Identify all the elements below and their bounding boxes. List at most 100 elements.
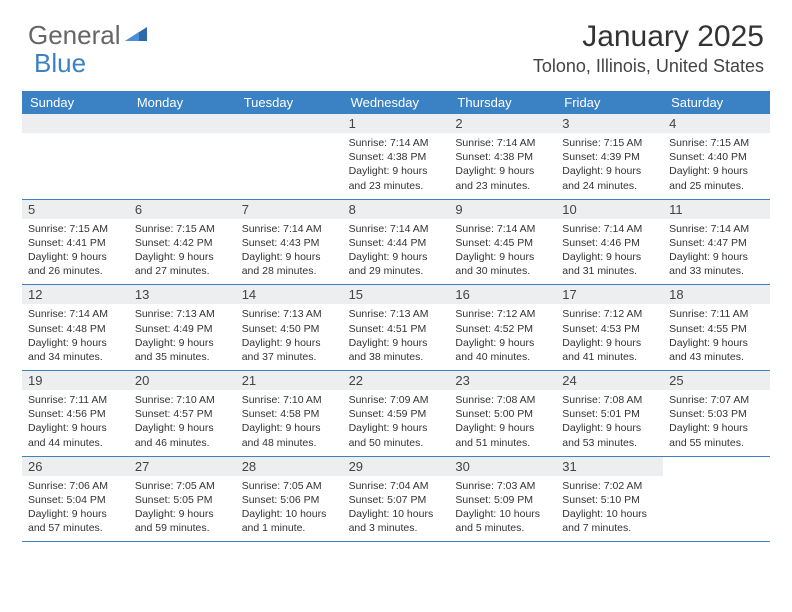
day-cell: 4Sunrise: 7:15 AMSunset: 4:40 PMDaylight…	[663, 114, 770, 199]
day-info: Sunrise: 7:14 AMSunset: 4:46 PMDaylight:…	[560, 222, 659, 279]
day-number: 13	[129, 285, 236, 304]
day-number: 18	[663, 285, 770, 304]
day-cell: 29 Sunrise: 7:04 AMSunset: 5:07 PMDayligh…	[343, 457, 450, 542]
day-cell: 16 Sunrise: 7:12 AMSunset: 4:52 PMDayligh…	[449, 285, 556, 370]
brand-text-general: General	[28, 20, 121, 51]
day-number: 29	[343, 457, 450, 476]
day-cell: 22 Sunrise: 7:09 AMSunset: 4:59 PMDayligh…	[343, 371, 450, 456]
day-number: 26	[22, 457, 129, 476]
day-number: 1	[343, 114, 450, 133]
week-row: 1 Sunrise: 7:14 AMSunset: 4:38 PMDaylight…	[22, 114, 770, 200]
brand-logo: General	[28, 20, 149, 51]
day-number: 17	[556, 285, 663, 304]
day-number: 25	[663, 371, 770, 390]
day-number: 5	[22, 200, 129, 219]
week-row: 5 Sunrise: 7:15 AMSunset: 4:41 PMDaylight…	[22, 200, 770, 286]
day-number: 8	[343, 200, 450, 219]
day-number: 10	[556, 200, 663, 219]
day-info: Sunrise: 7:10 AMSunset: 4:57 PMDaylight:…	[133, 393, 232, 450]
day-info: Sunrise: 7:08 AMSunset: 5:01 PMDaylight:…	[560, 393, 659, 450]
day-info: Sunrise: 7:06 AMSunset: 5:04 PMDaylight:…	[26, 479, 125, 536]
day-cell: 15 Sunrise: 7:13 AMSunset: 4:51 PMDayligh…	[343, 285, 450, 370]
day-info: Sunrise: 7:15 AMSunset: 4:39 PMDaylight:…	[560, 136, 659, 193]
day-cell: 27 Sunrise: 7:05 AMSunset: 5:05 PMDayligh…	[129, 457, 236, 542]
day-number: 4	[663, 114, 770, 133]
day-info: Sunrise: 7:11 AMSunset: 4:56 PMDaylight:…	[26, 393, 125, 450]
day-info: Sunrise: 7:14 AMSunset: 4:47 PMDaylight:…	[667, 222, 766, 279]
weekday-header-cell: Friday	[556, 91, 663, 114]
month-title: January 2025	[533, 20, 764, 54]
day-number-empty	[236, 114, 343, 133]
day-number: 6	[129, 200, 236, 219]
day-info: Sunrise: 7:14 AMSunset: 4:45 PMDaylight:…	[453, 222, 552, 279]
brand-text-blue: Blue	[34, 48, 86, 79]
day-info: Sunrise: 7:03 AMSunset: 5:09 PMDaylight:…	[453, 479, 552, 536]
weekday-header-cell: Monday	[129, 91, 236, 114]
day-info: Sunrise: 7:15 AMSunset: 4:42 PMDaylight:…	[133, 222, 232, 279]
day-cell: 18 Sunrise: 7:11 AMSunset: 4:55 PMDayligh…	[663, 285, 770, 370]
week-row: 26 Sunrise: 7:06 AMSunset: 5:04 PMDayligh…	[22, 457, 770, 543]
day-info: Sunrise: 7:11 AMSunset: 4:55 PMDaylight:…	[667, 307, 766, 364]
day-cell	[663, 457, 770, 542]
day-number: 2	[449, 114, 556, 133]
day-info: Sunrise: 7:02 AMSunset: 5:10 PMDaylight:…	[560, 479, 659, 536]
weekday-header-cell: Sunday	[22, 91, 129, 114]
page-header: General January 2025 Tolono, Illinois, U…	[0, 0, 792, 85]
week-row: 12Sunrise: 7:14 AMSunset: 4:48 PMDayligh…	[22, 285, 770, 371]
day-cell: 3 Sunrise: 7:15 AMSunset: 4:39 PMDaylight…	[556, 114, 663, 199]
day-cell: 8 Sunrise: 7:14 AMSunset: 4:44 PMDaylight…	[343, 200, 450, 285]
day-info: Sunrise: 7:13 AMSunset: 4:49 PMDaylight:…	[133, 307, 232, 364]
day-info: Sunrise: 7:05 AMSunset: 5:05 PMDaylight:…	[133, 479, 232, 536]
title-block: January 2025 Tolono, Illinois, United St…	[533, 20, 764, 77]
day-info: Sunrise: 7:14 AMSunset: 4:43 PMDaylight:…	[240, 222, 339, 279]
day-info: Sunrise: 7:14 AMSunset: 4:48 PMDaylight:…	[26, 307, 125, 364]
day-number: 21	[236, 371, 343, 390]
day-info: Sunrise: 7:04 AMSunset: 5:07 PMDaylight:…	[347, 479, 446, 536]
day-number: 22	[343, 371, 450, 390]
day-number: 7	[236, 200, 343, 219]
day-info: Sunrise: 7:13 AMSunset: 4:51 PMDaylight:…	[347, 307, 446, 364]
day-cell: 26 Sunrise: 7:06 AMSunset: 5:04 PMDayligh…	[22, 457, 129, 542]
day-number: 16	[449, 285, 556, 304]
day-cell	[22, 114, 129, 199]
day-cell: 30 Sunrise: 7:03 AMSunset: 5:09 PMDayligh…	[449, 457, 556, 542]
day-cell: 6 Sunrise: 7:15 AMSunset: 4:42 PMDaylight…	[129, 200, 236, 285]
day-info: Sunrise: 7:14 AMSunset: 4:38 PMDaylight:…	[347, 136, 446, 193]
day-cell: 28 Sunrise: 7:05 AMSunset: 5:06 PMDayligh…	[236, 457, 343, 542]
day-cell: 10 Sunrise: 7:14 AMSunset: 4:46 PMDayligh…	[556, 200, 663, 285]
day-number: 28	[236, 457, 343, 476]
day-cell: 9Sunrise: 7:14 AMSunset: 4:45 PMDaylight…	[449, 200, 556, 285]
day-info: Sunrise: 7:07 AMSunset: 5:03 PMDaylight:…	[667, 393, 766, 450]
day-info: Sunrise: 7:15 AMSunset: 4:41 PMDaylight:…	[26, 222, 125, 279]
day-info: Sunrise: 7:05 AMSunset: 5:06 PMDaylight:…	[240, 479, 339, 536]
day-number: 30	[449, 457, 556, 476]
day-cell: 20 Sunrise: 7:10 AMSunset: 4:57 PMDayligh…	[129, 371, 236, 456]
day-number: 27	[129, 457, 236, 476]
day-cell: 7 Sunrise: 7:14 AMSunset: 4:43 PMDaylight…	[236, 200, 343, 285]
day-cell	[236, 114, 343, 199]
day-cell: 11Sunrise: 7:14 AMSunset: 4:47 PMDayligh…	[663, 200, 770, 285]
calendar-grid: SundayMondayTuesdayWednesdayThursdayFrid…	[22, 91, 770, 542]
day-number: 15	[343, 285, 450, 304]
weeks-container: 1 Sunrise: 7:14 AMSunset: 4:38 PMDaylight…	[22, 114, 770, 542]
day-info: Sunrise: 7:13 AMSunset: 4:50 PMDaylight:…	[240, 307, 339, 364]
week-row: 19Sunrise: 7:11 AMSunset: 4:56 PMDayligh…	[22, 371, 770, 457]
day-number: 14	[236, 285, 343, 304]
day-cell: 21Sunrise: 7:10 AMSunset: 4:58 PMDayligh…	[236, 371, 343, 456]
weekday-header-cell: Saturday	[663, 91, 770, 114]
brand-triangle-icon	[125, 17, 147, 48]
day-number: 23	[449, 371, 556, 390]
day-number: 20	[129, 371, 236, 390]
day-cell: 25 Sunrise: 7:07 AMSunset: 5:03 PMDayligh…	[663, 371, 770, 456]
day-cell: 19Sunrise: 7:11 AMSunset: 4:56 PMDayligh…	[22, 371, 129, 456]
day-number: 3	[556, 114, 663, 133]
day-number: 24	[556, 371, 663, 390]
day-cell: 31Sunrise: 7:02 AMSunset: 5:10 PMDayligh…	[556, 457, 663, 542]
day-cell: 17Sunrise: 7:12 AMSunset: 4:53 PMDayligh…	[556, 285, 663, 370]
day-info: Sunrise: 7:12 AMSunset: 4:52 PMDaylight:…	[453, 307, 552, 364]
day-cell: 2Sunrise: 7:14 AMSunset: 4:38 PMDaylight…	[449, 114, 556, 199]
weekday-header-cell: Thursday	[449, 91, 556, 114]
day-info: Sunrise: 7:09 AMSunset: 4:59 PMDaylight:…	[347, 393, 446, 450]
day-info: Sunrise: 7:14 AMSunset: 4:44 PMDaylight:…	[347, 222, 446, 279]
weekday-header-row: SundayMondayTuesdayWednesdayThursdayFrid…	[22, 91, 770, 114]
